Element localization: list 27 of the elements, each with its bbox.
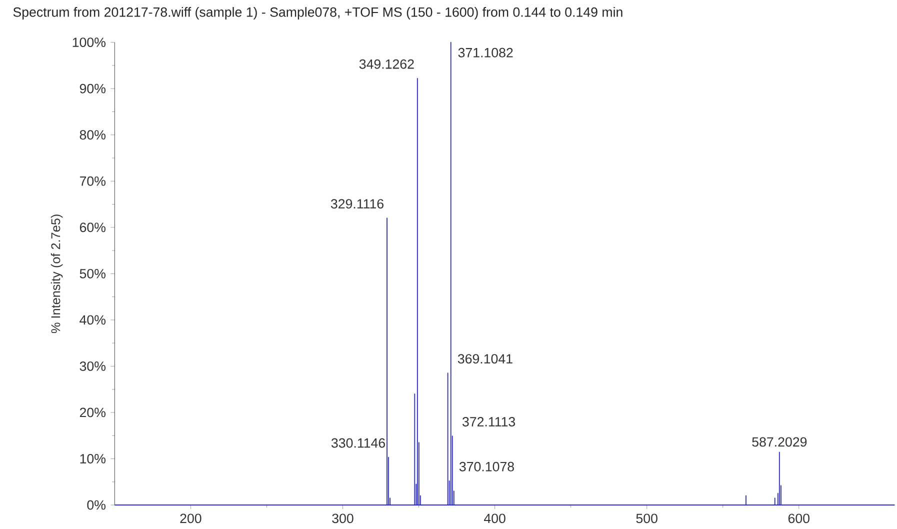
x-tick-label: 500 (636, 514, 658, 524)
y-tick-label: 50% (80, 268, 106, 278)
y-tick-label: 40% (80, 315, 106, 325)
y-tick-label: 0% (87, 500, 106, 510)
y-axis-title: % Intensity (of 2.7e5) (50, 214, 63, 334)
y-tick-label: 70% (80, 176, 106, 186)
x-tick-label: 300 (332, 514, 354, 524)
annotation: 329.1116 (330, 199, 384, 209)
annotation: 369.1041 (458, 354, 512, 364)
y-tick-label: 20% (80, 408, 106, 418)
chart-title: Spectrum from 201217-78.wiff (sample 1) - Sample078, +TOF MS (150 - 1600) from 0.144 to 0.149 min (13, 7, 622, 20)
annotation: 371.1082 (458, 48, 513, 58)
y-tick-label: 90% (80, 84, 106, 94)
x-tick-label: 600 (788, 514, 810, 524)
y-tick-label: 10% (80, 454, 106, 464)
line-series (114, 42, 896, 506)
annotation: 587.2029 (752, 437, 807, 447)
y-tick-label: 60% (80, 222, 106, 232)
x-tick-label: 200 (180, 514, 202, 524)
y-tick-label: 80% (80, 130, 106, 140)
annotation: 349.1262 (359, 59, 414, 69)
annotation: 330.1146 (331, 438, 386, 448)
y-tick-label: 30% (80, 361, 106, 371)
x-tick-label: 400 (484, 514, 506, 524)
annotation: 370.1078 (459, 462, 514, 472)
y-tick-label: 100% (72, 38, 106, 48)
annotation: 372.1113 (462, 417, 516, 426)
